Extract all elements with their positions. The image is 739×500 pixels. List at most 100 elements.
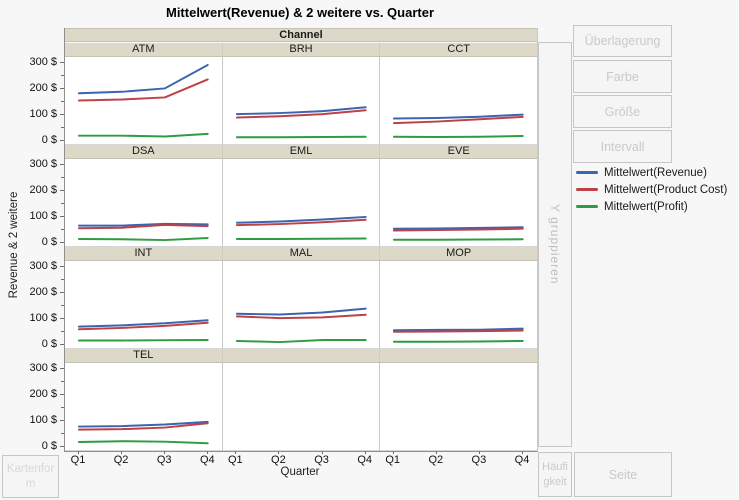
dropzone-overlay-button[interactable]: Überlagerung: [573, 25, 672, 57]
panel-MOP[interactable]: [380, 261, 538, 349]
panel-row: [65, 159, 538, 247]
line-Mittelwert(Product Cost)[interactable]: [77, 422, 209, 431]
line-Mittelwert(Profit)[interactable]: [77, 440, 209, 445]
x-axis-title: Quarter: [280, 466, 320, 478]
line-Mittelwert(Product Cost)[interactable]: [393, 227, 525, 232]
x-tick-label: Q1: [70, 454, 86, 466]
panel-label-DSA: DSA: [65, 145, 223, 159]
x-tick: [207, 451, 209, 454]
x-axis: Q1 Q2 Q3 Q4 Q1 Q2 Q3 Q4 Q1 Q2 Q3 Q4: [64, 451, 536, 467]
x-tick: [164, 451, 166, 454]
line-Mittelwert(Profit)[interactable]: [77, 237, 209, 242]
dropzone-size-button[interactable]: Größe: [573, 95, 672, 128]
line-Mittelwert(Revenue)[interactable]: [393, 113, 525, 120]
panel-MAL[interactable]: [222, 261, 381, 349]
x-tick: [392, 451, 394, 454]
line-Mittelwert(Profit)[interactable]: [235, 339, 367, 344]
line-Mittelwert(Revenue)[interactable]: [77, 222, 209, 227]
panel-EML[interactable]: [222, 159, 381, 247]
x-tick-label: Q4: [514, 454, 530, 466]
line-Mittelwert(Revenue)[interactable]: [77, 319, 209, 328]
panel-TEL[interactable]: [65, 363, 223, 451]
y-tick: [61, 331, 64, 332]
panel-label-EML: EML: [222, 145, 381, 159]
y-tick-label: 200 $: [29, 184, 57, 196]
dropzone-color-button[interactable]: Farbe: [573, 60, 672, 93]
y-tick: [60, 216, 64, 217]
line-Mittelwert(Product Cost)[interactable]: [77, 223, 209, 230]
panel-label-empty: [380, 349, 538, 363]
x-tick: [321, 451, 323, 454]
x-tick-label: Q1: [385, 454, 401, 466]
panel-CCT[interactable]: [380, 57, 538, 145]
panel-BRH[interactable]: [222, 57, 381, 145]
revenue-line-swatch: [576, 171, 598, 174]
y-tick-label: 0 $: [41, 338, 57, 350]
line-Mittelwert(Product Cost)[interactable]: [235, 218, 367, 227]
legend-item-profit[interactable]: Mittelwert(Profit): [576, 198, 727, 215]
panel-label-empty: [222, 349, 381, 363]
legend-label: Mittelwert(Revenue): [604, 166, 707, 179]
panel-INT[interactable]: [65, 261, 223, 349]
line-Mittelwert(Product Cost)[interactable]: [77, 321, 209, 331]
line-Mittelwert(Product Cost)[interactable]: [77, 78, 209, 102]
line-Mittelwert(Revenue)[interactable]: [77, 64, 209, 95]
legend-label: Mittelwert(Product Cost): [604, 183, 728, 196]
legend-label: Mittelwert(Profit): [604, 200, 688, 213]
panel-label-CCT: CCT: [380, 43, 538, 57]
line-Mittelwert(Profit)[interactable]: [77, 132, 209, 138]
dropzone-frequency[interactable]: Häufigkeit: [538, 452, 572, 497]
panel-ATM[interactable]: [65, 57, 223, 145]
legend-item-product-cost[interactable]: Mittelwert(Product Cost): [576, 181, 727, 198]
dropzone-page[interactable]: Seite: [574, 452, 672, 497]
panel-row: [65, 261, 538, 349]
y-tick-label: 100 $: [29, 108, 57, 120]
line-Mittelwert(Product Cost)[interactable]: [393, 329, 525, 333]
y-tick: [60, 344, 64, 345]
y-tick: [60, 292, 64, 293]
panel-DSA[interactable]: [65, 159, 223, 247]
x-tick: [121, 451, 123, 454]
dropzone-map-shape[interactable]: Kartenform: [2, 455, 59, 498]
panel-EVE[interactable]: [380, 159, 538, 247]
panel-label-row: DSA EML EVE: [65, 145, 538, 159]
x-tick-label: Q2: [113, 454, 129, 466]
x-tick: [478, 451, 480, 454]
y-tick: [60, 164, 64, 165]
x-tick-label: Q4: [357, 454, 373, 466]
line-Mittelwert(Revenue)[interactable]: [235, 215, 367, 224]
dropzone-y-group[interactable]: Y gruppieren: [538, 42, 572, 447]
line-Mittelwert(Profit)[interactable]: [393, 339, 525, 343]
line-Mittelwert(Revenue)[interactable]: [393, 327, 525, 332]
dropzone-y-group-label: Y gruppieren: [548, 204, 562, 285]
y-tick-label: 100 $: [29, 210, 57, 222]
line-Mittelwert(Revenue)[interactable]: [235, 106, 367, 116]
line-Mittelwert(Profit)[interactable]: [393, 135, 525, 138]
y-tick: [60, 114, 64, 115]
line-Mittelwert(Revenue)[interactable]: [393, 226, 525, 230]
y-tick-label: 200 $: [29, 388, 57, 400]
chart-title: Mittelwert(Revenue) & 2 weitere vs. Quar…: [165, 5, 435, 20]
panel-label-ATM: ATM: [65, 43, 223, 57]
x-tick: [364, 451, 366, 454]
x-tick-label: Q3: [314, 454, 329, 466]
line-Mittelwert(Product Cost)[interactable]: [235, 313, 367, 320]
line-Mittelwert(Product Cost)[interactable]: [393, 115, 525, 125]
x-tick-label: Q3: [471, 454, 487, 466]
y-tick: [61, 433, 64, 434]
y-tick: [61, 407, 64, 408]
y-tick: [60, 394, 64, 395]
y-tick-label: 0 $: [41, 440, 57, 452]
line-Mittelwert(Product Cost)[interactable]: [235, 109, 367, 119]
line-Mittelwert(Revenue)[interactable]: [77, 420, 209, 428]
y-tick-label: 300 $: [29, 56, 57, 68]
trellis-plot: Channel ATM BRH CCT DSA EML EVE INT MAL MOP TEL: [64, 28, 538, 452]
legend-item-revenue[interactable]: Mittelwert(Revenue): [576, 164, 727, 181]
y-tick-label: 0 $: [41, 236, 57, 248]
y-tick: [61, 305, 64, 306]
dropzone-interval-button[interactable]: Intervall: [573, 130, 672, 163]
profit-line-swatch: [576, 205, 598, 208]
line-Mittelwert(Revenue)[interactable]: [235, 307, 367, 316]
x-tick-label: Q3: [156, 454, 172, 466]
x-tick: [78, 451, 79, 454]
